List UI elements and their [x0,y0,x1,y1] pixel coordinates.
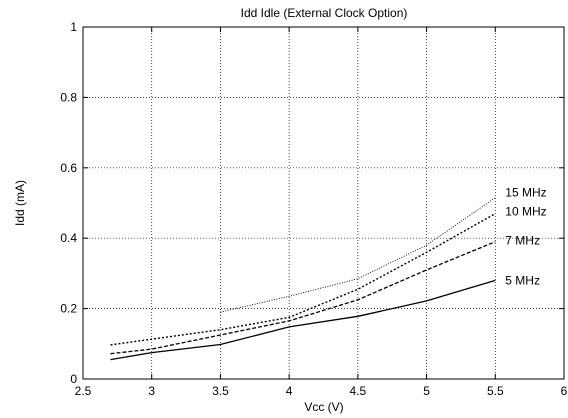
y-tick-label: 0.2 [60,302,77,316]
x-tick-label: 5 [423,384,430,398]
chart-title: Idd Idle (External Clock Option) [241,6,408,20]
series-lines [110,197,496,361]
y-tick-label: 1 [70,20,77,34]
series-line [110,241,496,355]
series-line [110,279,496,361]
x-tick-label: 4.5 [350,384,367,398]
series-labels: 15 MHz 10 MHz 7 MHz 5 MHz [505,186,546,288]
y-axis-title: Idd (mA) [13,180,27,226]
grid [83,27,564,379]
y-tick-label: 0 [70,372,77,386]
axis-ticks: 2.5 3 3.5 4 4.5 5 5.5 6 0 0.2 0.4 0.6 0.8 1 [60,20,567,398]
series-line [220,197,496,313]
x-tick-label: 3 [148,384,155,398]
x-tick-label: 4 [286,384,293,398]
plot-frame [82,26,565,380]
x-axis-title: Vcc (V) [304,400,343,414]
x-tick-label: 3.5 [212,384,229,398]
series-label: 7 MHz [505,234,540,248]
x-tick-label: 2.5 [75,384,92,398]
y-tick-label: 0.6 [60,161,77,175]
x-tick-label: 5.5 [487,384,504,398]
x-tick-label: 6 [561,384,568,398]
series-line [110,212,496,346]
series-label: 5 MHz [505,273,540,287]
y-tick-label: 0.8 [60,90,77,104]
series-label: 15 MHz [505,186,546,200]
series-label: 10 MHz [505,205,546,219]
y-tick-label: 0.4 [60,231,77,245]
